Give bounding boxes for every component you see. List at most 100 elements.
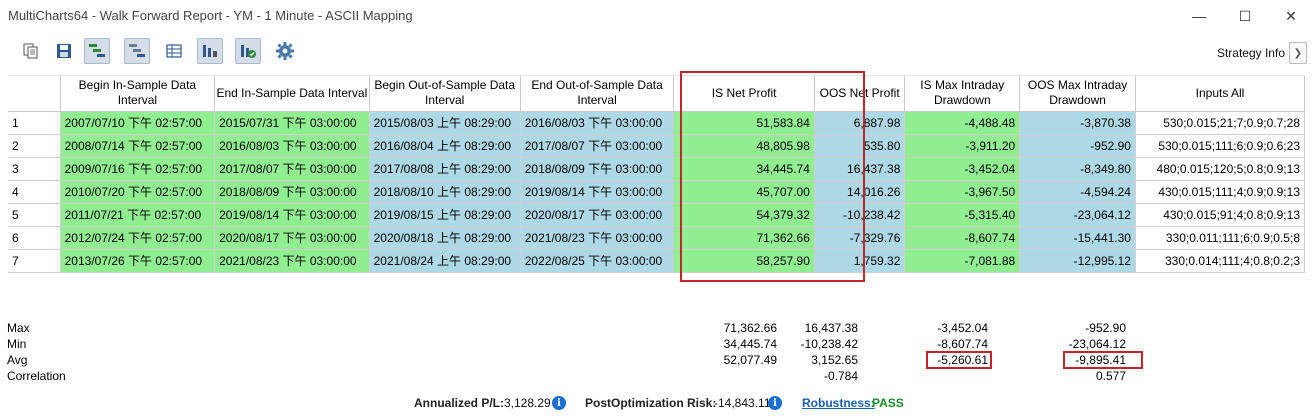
chart-columns-button[interactable]	[197, 38, 223, 64]
settings-button[interactable]	[272, 38, 298, 64]
summary-is-max-dd: -8,607.74	[937, 337, 988, 351]
oos-net-profit-cell: 1,759.32	[814, 249, 906, 273]
table-row[interactable]: 3 2009/07/16 下午 02:57:00 2017/08/07 下午 03:…	[8, 157, 1306, 181]
end-oos-cell: 2019/08/14 下午 03:00:00	[520, 180, 675, 204]
summary-oos-max-dd: -9,895.41	[1075, 353, 1126, 367]
save-button[interactable]	[51, 38, 77, 64]
oos-max-dd-cell: -4,594.24	[1019, 180, 1136, 204]
end-is-cell: 2017/08/07 下午 03:00:00	[214, 157, 370, 181]
inputs-cell: 530;0.015;21;7;0.9;0.7;28	[1135, 111, 1306, 135]
table-row[interactable]: 1 2007/07/10 下午 02:57:00 2015/07/31 下午 03:…	[8, 111, 1306, 135]
is-avg-drawdown-highlight-box	[926, 351, 992, 369]
column-header[interactable]: IS Net Profit	[673, 76, 815, 112]
column-header[interactable]: End Out-of-Sample Data Interval	[520, 76, 675, 112]
column-header[interactable]: Begin In-Sample Data Interval	[60, 76, 216, 112]
robustness-link[interactable]: Robustness:	[802, 396, 875, 410]
summary-oos-net-profit: 3,152.65	[811, 353, 858, 367]
end-oos-cell: 2020/08/17 下午 03:00:00	[520, 203, 675, 227]
is-net-profit-cell: 45,707.00	[673, 180, 815, 204]
is-max-dd-cell: -5,315.40	[904, 203, 1021, 227]
table-row[interactable]: 5 2011/07/21 下午 02:57:00 2019/08/14 下午 03:…	[8, 203, 1306, 227]
summary-panel: Max Min Avg Correlation 71,362.66 34,445.…	[0, 321, 1315, 389]
summary-is-net-profit: 71,362.66	[723, 321, 777, 335]
oos-avg-drawdown-highlight-box	[1063, 351, 1143, 369]
summary-label-avg: Avg	[7, 353, 28, 367]
annualized-pl-value: 3,128.29	[504, 396, 551, 410]
annualized-pl-label: Annualized P/L:	[414, 396, 504, 410]
summary-oos-net-profit: -0.784	[823, 369, 858, 383]
begin-is-cell: 2013/07/26 下午 02:57:00	[60, 249, 216, 273]
oos-net-profit-cell: 535.80	[814, 134, 906, 158]
strategy-info-expand-button[interactable]: ❯	[1289, 42, 1307, 64]
oos-net-profit-cell: -10,238.42	[814, 203, 906, 227]
maximize-button[interactable]: ☐	[1238, 7, 1252, 24]
oos-net-profit-cell: 6,887.98	[814, 111, 906, 135]
tree-view-button[interactable]	[84, 38, 110, 64]
annualized-info-icon[interactable]: i	[552, 396, 566, 410]
column-header[interactable]: Inputs All	[1135, 76, 1306, 112]
strategy-info-label[interactable]: Strategy Info	[1216, 46, 1285, 60]
gear-icon	[276, 42, 294, 60]
begin-oos-cell: 2016/08/04 上午 08:29:00	[369, 134, 521, 158]
inputs-cell: 430;0.015;111;4;0.9;0.9;13	[1135, 180, 1306, 204]
copy-button[interactable]	[18, 38, 44, 64]
chart-check-icon	[241, 45, 256, 58]
robustness-value: PASS	[872, 396, 904, 410]
begin-is-cell: 2012/07/24 下午 02:57:00	[60, 226, 216, 250]
chart-columns-icon	[203, 45, 217, 57]
end-is-cell: 2020/08/17 下午 03:00:00	[214, 226, 370, 250]
row-number: 2	[8, 134, 61, 158]
toolbar: Strategy Info ❯	[0, 36, 1315, 68]
summary-label-min: Min	[7, 337, 27, 351]
row-number-header	[8, 76, 61, 112]
summary-oos-max-dd: -23,064.12	[1068, 337, 1126, 351]
column-header[interactable]: OOS Net Profit	[814, 76, 906, 112]
begin-oos-cell: 2015/08/03 上午 08:29:00	[369, 111, 521, 135]
end-is-cell: 2015/07/31 下午 03:00:00	[214, 111, 370, 135]
is-max-dd-cell: -3,967.50	[904, 180, 1021, 204]
table-row[interactable]: 7 2013/07/26 下午 02:57:00 2021/08/23 下午 03:…	[8, 249, 1306, 273]
end-oos-cell: 2021/08/23 下午 03:00:00	[520, 226, 675, 250]
summary-is-net-profit: 34,445.74	[723, 337, 777, 351]
end-oos-cell: 2018/08/09 下午 03:00:00	[520, 157, 675, 181]
is-max-dd-cell: -3,452.04	[904, 157, 1021, 181]
is-net-profit-cell: 48,805.98	[673, 134, 815, 158]
end-is-cell: 2016/08/03 下午 03:00:00	[214, 134, 370, 158]
walk-forward-table: Begin In-Sample Data Interval End In-Sam…	[8, 76, 1306, 273]
column-header[interactable]: Begin Out-of-Sample Data Interval	[369, 76, 521, 112]
table-row[interactable]: 4 2010/07/20 下午 02:57:00 2018/08/09 下午 03:…	[8, 180, 1306, 204]
end-is-cell: 2019/08/14 下午 03:00:00	[214, 203, 370, 227]
summary-oos-net-profit: -10,238.42	[800, 337, 858, 351]
chart-check-button[interactable]	[235, 38, 261, 64]
oos-net-profit-cell: 16,437.38	[814, 157, 906, 181]
tree-view-icon	[89, 44, 105, 57]
inputs-cell: 330;0.014;111;4;0.8;0.2;3	[1135, 249, 1306, 273]
summary-oos-max-dd: -952.90	[1085, 321, 1126, 335]
end-is-cell: 2018/08/09 下午 03:00:00	[214, 180, 370, 204]
summary-label-correlation: Correlation	[7, 369, 66, 383]
table-row[interactable]: 6 2012/07/24 下午 02:57:00 2020/08/17 下午 03:…	[8, 226, 1306, 250]
begin-is-cell: 2010/07/20 下午 02:57:00	[60, 180, 216, 204]
oos-net-profit-cell: 14,016.26	[814, 180, 906, 204]
column-header[interactable]: IS Max Intraday Drawdown	[904, 76, 1021, 112]
walk-forward-grid: Begin In-Sample Data Interval End In-Sam…	[8, 75, 1306, 321]
post-optimization-risk-label: PostOptimization Risk:	[585, 396, 717, 410]
is-net-profit-cell: 34,445.74	[673, 157, 815, 181]
is-max-dd-cell: -4,488.48	[904, 111, 1021, 135]
row-number: 1	[8, 111, 61, 135]
end-is-cell: 2021/08/23 下午 03:00:00	[214, 249, 370, 273]
oos-max-dd-cell: -8,349.80	[1019, 157, 1136, 181]
summary-oos-max-dd: 0.577	[1095, 369, 1126, 383]
close-button[interactable]: ✕	[1285, 7, 1297, 24]
tree-view-alt-button[interactable]	[124, 38, 150, 64]
table-button[interactable]	[161, 38, 187, 64]
column-header[interactable]: OOS Max Intraday Drawdown	[1019, 76, 1136, 112]
column-header[interactable]: End In-Sample Data Interval	[214, 76, 370, 112]
table-row[interactable]: 2 2008/07/14 下午 02:57:00 2016/08/03 下午 03:…	[8, 134, 1306, 158]
minimize-button[interactable]: —	[1192, 8, 1206, 24]
risk-info-icon[interactable]: i	[768, 396, 782, 410]
oos-max-dd-cell: -23,064.12	[1019, 203, 1136, 227]
begin-oos-cell: 2019/08/15 上午 08:29:00	[369, 203, 521, 227]
table-header-row: Begin In-Sample Data Interval End In-Sam…	[8, 76, 1306, 112]
footer-bar: Annualized P/L: 3,128.29 i PostOptimizat…	[0, 395, 1315, 413]
